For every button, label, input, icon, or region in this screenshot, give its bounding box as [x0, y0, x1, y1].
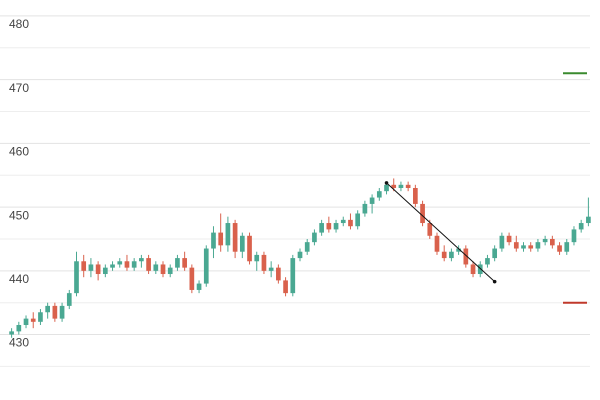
candle-body	[477, 264, 483, 275]
candle-body	[66, 293, 72, 306]
candle-body	[441, 251, 447, 259]
candle-body	[376, 191, 382, 198]
candle-body	[45, 305, 50, 313]
candle-body	[110, 264, 115, 268]
candle-body	[81, 261, 87, 271]
candle-body	[470, 264, 476, 275]
candle-body	[449, 251, 454, 259]
candle-body	[276, 267, 281, 281]
candle-body	[312, 232, 317, 243]
candle-body	[261, 254, 267, 271]
candle-body	[434, 235, 440, 252]
candle-body	[427, 223, 433, 236]
trend-handle	[384, 181, 389, 185]
candle-body	[571, 229, 577, 243]
candle-body	[88, 264, 94, 271]
candle-body	[463, 248, 469, 265]
candle-body	[254, 254, 260, 262]
y-tick-label: 470	[9, 81, 29, 95]
candle-body	[232, 223, 238, 252]
candle-body	[528, 245, 534, 249]
candle-body	[420, 203, 425, 224]
candle-body	[499, 235, 505, 249]
candle-body	[283, 280, 288, 294]
candle-body	[160, 264, 166, 275]
candle-body	[492, 248, 498, 259]
candle-body	[542, 238, 548, 243]
candle-body	[131, 261, 137, 268]
candle-body	[182, 258, 187, 268]
y-tick-label: 450	[9, 208, 29, 222]
candle-body	[23, 318, 29, 325]
candle-body	[175, 258, 180, 268]
candle-body	[521, 245, 526, 249]
candle-body	[290, 258, 296, 294]
candle-body	[456, 248, 461, 252]
candle-body	[506, 235, 512, 243]
candle-body	[139, 258, 144, 262]
candle-body	[9, 331, 14, 335]
candle-body	[117, 261, 123, 265]
candle-body	[550, 238, 555, 246]
candle-body	[384, 184, 389, 192]
candle-body	[52, 305, 58, 319]
candle-body	[16, 325, 22, 332]
candle-body	[405, 184, 411, 188]
candle-body	[124, 261, 130, 268]
trend-handle	[492, 279, 497, 284]
candle-body	[557, 245, 562, 252]
candle-body	[391, 184, 397, 188]
candle-body	[326, 223, 332, 230]
candle-body	[340, 219, 346, 224]
candle-body	[362, 203, 368, 214]
y-tick-label: 440	[9, 272, 29, 286]
candle-body	[564, 242, 570, 252]
candle-body	[297, 251, 303, 259]
candle-body	[95, 264, 101, 275]
candle-body	[189, 267, 195, 290]
candle-body	[196, 283, 202, 290]
candle-body	[239, 235, 245, 252]
y-tick-label: 460	[9, 145, 29, 159]
candle-body	[38, 312, 43, 322]
candle-body	[369, 197, 375, 204]
y-tick-label: 430	[9, 336, 29, 350]
candle-body	[203, 248, 209, 284]
y-tick-label: 480	[9, 17, 29, 31]
candle-body	[153, 264, 159, 271]
trend-line	[386, 182, 496, 283]
candle-body	[211, 232, 216, 249]
candle-body	[304, 242, 310, 252]
candle-body	[413, 187, 418, 204]
candle-body	[348, 219, 353, 227]
candle-body	[247, 235, 252, 262]
candle-body	[513, 242, 519, 249]
candle-body	[398, 184, 404, 188]
candle-body	[59, 305, 65, 319]
candle-body	[355, 213, 361, 227]
candle-body	[333, 223, 339, 230]
candle-body	[586, 216, 591, 224]
candle-body	[74, 261, 79, 294]
candle-body	[268, 267, 274, 271]
candle-body	[485, 258, 490, 265]
candle-body	[319, 223, 324, 233]
candle-body	[578, 223, 584, 230]
candle-body	[218, 232, 224, 246]
candle-body	[102, 267, 108, 275]
candle-body	[535, 242, 541, 249]
candle-body	[225, 223, 231, 246]
candle-body	[167, 267, 173, 275]
candle-body	[146, 258, 151, 271]
candle-body	[30, 318, 36, 322]
